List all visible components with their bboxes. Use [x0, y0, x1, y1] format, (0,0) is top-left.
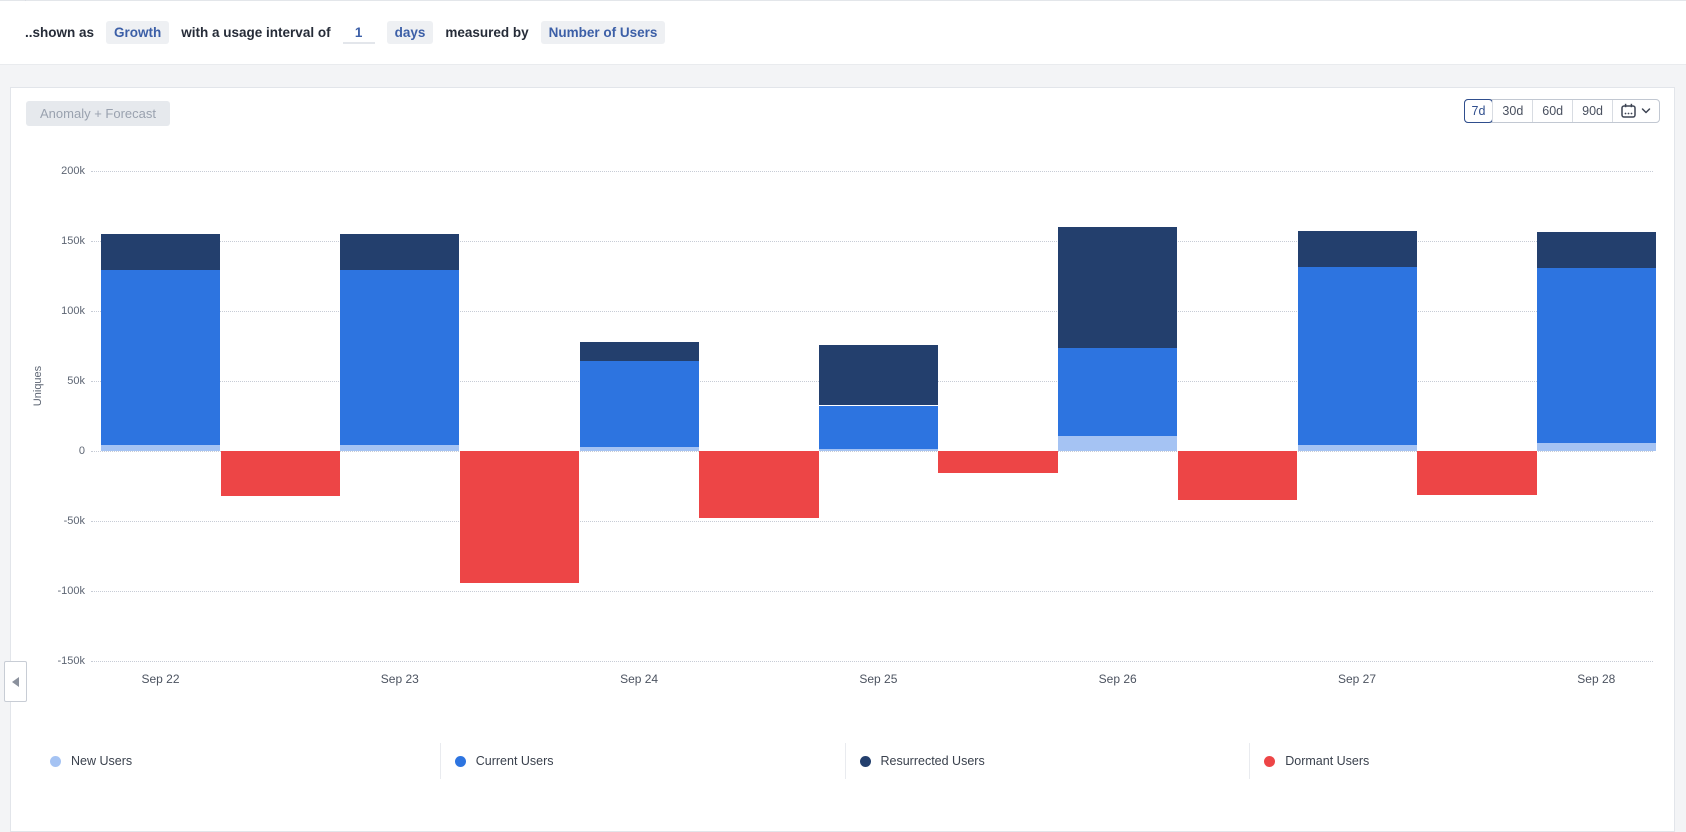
y-axis-tick-label: 150k: [61, 234, 85, 247]
measured-by-label: measured by: [445, 25, 529, 40]
legend-swatch-new-users: [50, 755, 61, 767]
growth-bar-chart: 200k 150k 100k 50k 0 -50k -100k -150k Uniques Sep…: [11, 88, 1674, 831]
bar-segment-dormant-users[interactable]: [938, 451, 1058, 473]
panel-collapse-handle[interactable]: [4, 661, 27, 702]
gridline: [91, 171, 1653, 172]
bar-segment-dormant-users[interactable]: [220, 451, 340, 496]
gridline: [91, 661, 1653, 662]
x-axis-label: Sep 25: [859, 672, 898, 686]
gridline: [91, 311, 1653, 312]
x-axis-label: Sep 26: [1098, 672, 1137, 686]
gridline: [91, 591, 1653, 592]
top-hairline: [0, 0, 1686, 1]
x-axis-label: Sep 22: [141, 672, 180, 686]
anomaly-forecast-button[interactable]: Anomaly + Forecast: [26, 101, 170, 126]
date-range-selector: 7d 30d 60d 90d: [1463, 99, 1660, 123]
bar-segment-dormant-users[interactable]: [1177, 451, 1298, 500]
filter-bar: ..shown as Growth with a usage interval …: [0, 1, 1686, 65]
legend-label: Resurrected Users: [880, 754, 985, 768]
bar-segment-new-users[interactable]: [818, 448, 938, 451]
interval-unit-pill[interactable]: days: [386, 21, 434, 44]
y-axis-tick-label: -150k: [57, 654, 85, 667]
legend-item-dormant-users[interactable]: Dormant Users: [1249, 743, 1654, 779]
metric-selector-pill[interactable]: Growth: [106, 21, 170, 44]
legend-label: Dormant Users: [1285, 754, 1370, 768]
y-axis-tick-label: 50k: [67, 374, 85, 387]
gridline: [91, 241, 1653, 242]
x-axis-label: Sep 24: [620, 672, 659, 686]
chevron-left-icon: [12, 676, 19, 687]
gridline: [91, 451, 1653, 452]
legend-item-resurrected-users[interactable]: Resurrected Users: [844, 743, 1250, 779]
legend-item-new-users[interactable]: New Users: [36, 743, 440, 779]
bar-segment-new-users[interactable]: [1058, 436, 1178, 451]
legend-swatch-current-users: [454, 755, 466, 767]
interval-input[interactable]: 1: [342, 22, 375, 44]
range-button-60d[interactable]: 60d: [1532, 100, 1572, 122]
bar-segment-current-users[interactable]: [579, 361, 699, 447]
legend-label: Current Users: [475, 754, 554, 768]
bar-segment-dormant-users[interactable]: [459, 451, 580, 583]
bar-segment-new-users[interactable]: [1536, 443, 1656, 451]
legend-swatch-dormant-users: [1264, 755, 1276, 767]
bar-segment-dormant-users[interactable]: [1417, 451, 1537, 496]
bar-segment-resurrected-users[interactable]: [340, 234, 460, 270]
y-axis-title: Uniques: [32, 365, 44, 407]
calendar-icon: [1621, 103, 1651, 119]
bar-segment-new-users[interactable]: [340, 444, 460, 451]
legend-item-current-users[interactable]: Current Users: [439, 743, 845, 779]
range-button-90d[interactable]: 90d: [1572, 100, 1612, 122]
bar-segment-current-users[interactable]: [1297, 266, 1417, 445]
bar-segment-resurrected-users[interactable]: [818, 345, 938, 406]
legend-swatch-resurrected-users: [859, 755, 871, 767]
interval-label: with a usage interval of: [181, 25, 331, 40]
y-axis-tick-label: 100k: [61, 304, 85, 317]
gridline: [91, 521, 1653, 522]
bar-segment-resurrected-users[interactable]: [1058, 227, 1178, 349]
x-axis-label: Sep 27: [1337, 672, 1377, 686]
chart-legend: New Users Current Users Resurrected Users D…: [36, 743, 1654, 779]
calendar-dropdown-button[interactable]: [1612, 100, 1659, 122]
bar-segment-resurrected-users[interactable]: [101, 234, 220, 270]
bar-segment-current-users[interactable]: [818, 405, 938, 449]
bar-segment-new-users[interactable]: [579, 446, 699, 451]
bar-segment-resurrected-users[interactable]: [579, 341, 699, 362]
x-axis-label: Sep 23: [380, 672, 419, 686]
bar-segment-current-users[interactable]: [101, 269, 220, 445]
chart-panel: Anomaly + Forecast 7d 30d 60d 90d 200k 15…: [4, 87, 1675, 832]
y-axis-tick-label: 200k: [61, 164, 85, 177]
bar-segment-current-users[interactable]: [1058, 348, 1178, 437]
bar-segment-resurrected-users[interactable]: [1536, 231, 1656, 268]
bar-segment-new-users[interactable]: [1297, 444, 1417, 451]
y-axis-tick-label: -100k: [57, 584, 85, 597]
y-axis-tick-label: 0: [78, 444, 85, 457]
legend-label: New Users: [71, 754, 133, 768]
measured-by-pill[interactable]: Number of Users: [540, 21, 666, 44]
bar-segment-dormant-users[interactable]: [699, 451, 819, 519]
bar-segment-new-users[interactable]: [101, 444, 220, 451]
y-axis-tick-label: -50k: [63, 514, 85, 527]
bar-segment-resurrected-users[interactable]: [1297, 231, 1417, 267]
shown-as-label: ..shown as: [25, 25, 95, 40]
x-axis-label: Sep 28: [1577, 672, 1616, 686]
range-button-30d[interactable]: 30d: [1492, 100, 1532, 122]
bar-segment-current-users[interactable]: [1536, 267, 1656, 444]
bar-segment-current-users[interactable]: [340, 269, 460, 445]
